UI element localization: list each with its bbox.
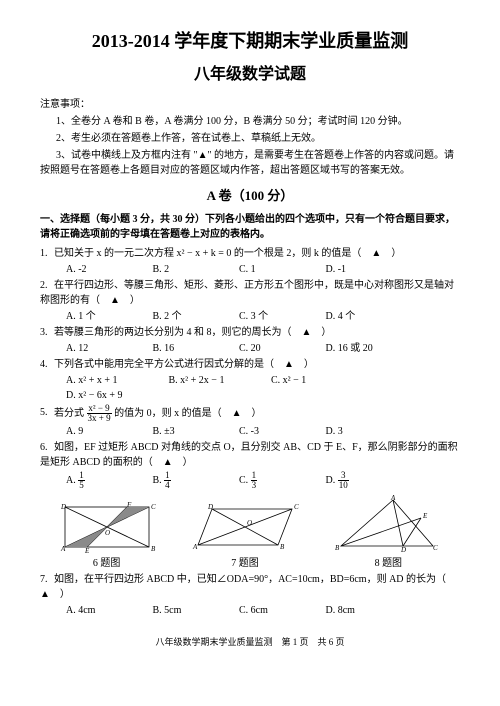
q4-options: A. x² + x + 1 B. x² + 2x − 1 C. x² − 1 D… (40, 373, 460, 403)
question-4: 4.下列各式中能用完全平方公式进行因式分解的是（ ▲ ） (40, 357, 460, 372)
q5-fraction: x² − 9 3x + 9 (87, 404, 112, 423)
q2-opt-a: A. 1 个 (66, 309, 150, 324)
q7-opt-c: C. 6cm (239, 603, 323, 618)
q5-opt-d: D. 3 (326, 424, 410, 439)
figure-7: D C A B O 7 题图 (190, 499, 300, 571)
q7-text: 如图，在平行四边形 ABCD 中，已知∠ODA=90°，AC=10cm，BD=6… (40, 574, 456, 600)
figure-6: D C A B E F O 6 题图 (57, 499, 157, 571)
q6-opt-b: B. 14 (153, 471, 237, 490)
paper-a-label: A 卷（100 分） (40, 186, 460, 206)
q2-options: A. 1 个 B. 2 个 C. 3 个 D. 4 个 (40, 309, 460, 324)
figures-row: D C A B E F O 6 题图 D C A B O 7 题图 (40, 494, 460, 571)
q5-opt-a: A. 9 (66, 424, 150, 439)
q1-opt-b: B. 2 (153, 262, 237, 277)
q1-opt-c: C. 1 (239, 262, 323, 277)
q5-opt-c: C. -3 (239, 424, 323, 439)
q1-options: A. -2 B. 2 C. 1 D. -1 (40, 262, 460, 277)
svg-text:C: C (294, 503, 299, 511)
svg-text:C: C (151, 503, 156, 511)
q2-text: 在平行四边形、等腰三角形、矩形、菱形、正方形五个图形中，既是中心对称图形又是轴对… (40, 280, 454, 306)
q4-opt-c: C. x² − 1 (271, 373, 371, 388)
figure-8-svg: A B C D E (333, 494, 443, 554)
figure-8-label: 8 题图 (375, 558, 403, 569)
q7-options: A. 4cm B. 5cm C. 6cm D. 8cm (40, 603, 460, 618)
q1-opt-d: D. -1 (326, 262, 410, 277)
svg-text:C: C (433, 544, 438, 552)
question-5: 5.若分式 x² − 9 3x + 9 的值为 0，则 x 的值是（ ▲ ） (40, 404, 460, 423)
notes-block: 注意事项： 1、全卷分 A 卷和 B 卷，A 卷满分 100 分，B 卷满分 5… (40, 97, 460, 178)
q4-text: 下列各式中能用完全平方公式进行因式分解的是（ ▲ ） (54, 359, 314, 370)
q5-text-pre: 若分式 (54, 407, 87, 418)
svg-text:D: D (400, 546, 406, 554)
figure-7-label: 7 题图 (231, 558, 259, 569)
section-a-instr: 一、选择题（每小题 3 分，共 30 分）下列各小题给出的四个选项中，只有一个符… (40, 212, 460, 242)
question-1: 1.已知关于 x 的一元二次方程 x² − x + k = 0 的一个根是 2，… (40, 246, 460, 261)
svg-text:E: E (84, 547, 90, 554)
q4-opt-a: A. x² + x + 1 (66, 373, 166, 388)
svg-text:D: D (207, 503, 213, 511)
q2-opt-b: B. 2 个 (153, 309, 237, 324)
q6-opt-d: D. 310 (326, 471, 410, 490)
q6-options: A. 15 B. 14 C. 13 D. 310 (40, 471, 460, 490)
q6-opt-a: A. 15 (66, 471, 150, 490)
q1-text: 已知关于 x 的一元二次方程 x² − x + k = 0 的一个根是 2，则 … (54, 248, 401, 259)
q7-opt-b: B. 5cm (153, 603, 237, 618)
q4-opt-b: B. x² + 2x − 1 (169, 373, 269, 388)
q3-opt-b: B. 16 (153, 341, 237, 356)
svg-text:A: A (60, 545, 66, 553)
note-2: 2、考生必须在答题卷上作答，答在试卷上、草稿纸上无效。 (40, 131, 460, 146)
q7-opt-d: D. 8cm (326, 603, 410, 618)
question-7: 7.如图，在平行四边形 ABCD 中，已知∠ODA=90°，AC=10cm，BD… (40, 572, 460, 602)
q5-opt-b: B. ±3 (153, 424, 237, 439)
q6-text: 如图，EF 过矩形 ABCD 对角线的交点 O，且分别交 AB、CD 于 E、F… (40, 442, 458, 468)
figure-7-svg: D C A B O (190, 499, 300, 554)
q3-text: 若等腰三角形的两边长分别为 4 和 8，则它的周长为（ ▲ ） (54, 327, 331, 338)
svg-text:O: O (105, 529, 110, 537)
figure-6-svg: D C A B E F O (57, 499, 157, 554)
svg-text:O: O (247, 519, 252, 527)
svg-text:B: B (280, 543, 285, 551)
page-title: 2013-2014 学年度下期期末学业质量监测 (40, 28, 460, 55)
q2-opt-d: D. 4 个 (326, 309, 410, 324)
q3-opt-d: D. 16 或 20 (326, 341, 410, 356)
note-1: 1、全卷分 A 卷和 B 卷，A 卷满分 100 分，B 卷满分 50 分；考试… (40, 114, 460, 129)
figure-6-label: 6 题图 (93, 558, 121, 569)
question-2: 2.在平行四边形、等腰三角形、矩形、菱形、正方形五个图形中，既是中心对称图形又是… (40, 278, 460, 308)
q7-opt-a: A. 4cm (66, 603, 150, 618)
page-subtitle: 八年级数学试题 (40, 63, 460, 87)
svg-text:A: A (192, 543, 198, 551)
note-3: 3、试卷中横线上及方框内注有 "▲" 的地方，是需要考生在答题卷上作答的内容或问… (40, 148, 460, 178)
svg-text:B: B (335, 544, 340, 552)
notes-header: 注意事项： (40, 97, 460, 112)
q5-text-post: 的值为 0，则 x 的值是（ ▲ ） (114, 407, 261, 418)
question-6: 6.如图，EF 过矩形 ABCD 对角线的交点 O，且分别交 AB、CD 于 E… (40, 440, 460, 470)
q1-opt-a: A. -2 (66, 262, 150, 277)
q5-options: A. 9 B. ±3 C. -3 D. 3 (40, 424, 460, 439)
svg-text:A: A (390, 494, 396, 502)
q6-opt-c: C. 13 (239, 471, 323, 490)
q3-options: A. 12 B. 16 C. 20 D. 16 或 20 (40, 341, 460, 356)
page-footer: 八年级数学期末学业质量监测 第 1 页 共 6 页 (40, 636, 460, 650)
svg-text:E: E (422, 512, 428, 520)
question-3: 3.若等腰三角形的两边长分别为 4 和 8，则它的周长为（ ▲ ） (40, 325, 460, 340)
svg-text:B: B (151, 545, 156, 553)
svg-text:F: F (126, 501, 132, 509)
svg-text:D: D (60, 503, 66, 511)
figure-8: A B C D E 8 题图 (333, 494, 443, 571)
q4-opt-d: D. x² − 6x + 9 (66, 388, 166, 403)
q3-opt-c: C. 20 (239, 341, 323, 356)
q3-opt-a: A. 12 (66, 341, 150, 356)
q2-opt-c: C. 3 个 (239, 309, 323, 324)
